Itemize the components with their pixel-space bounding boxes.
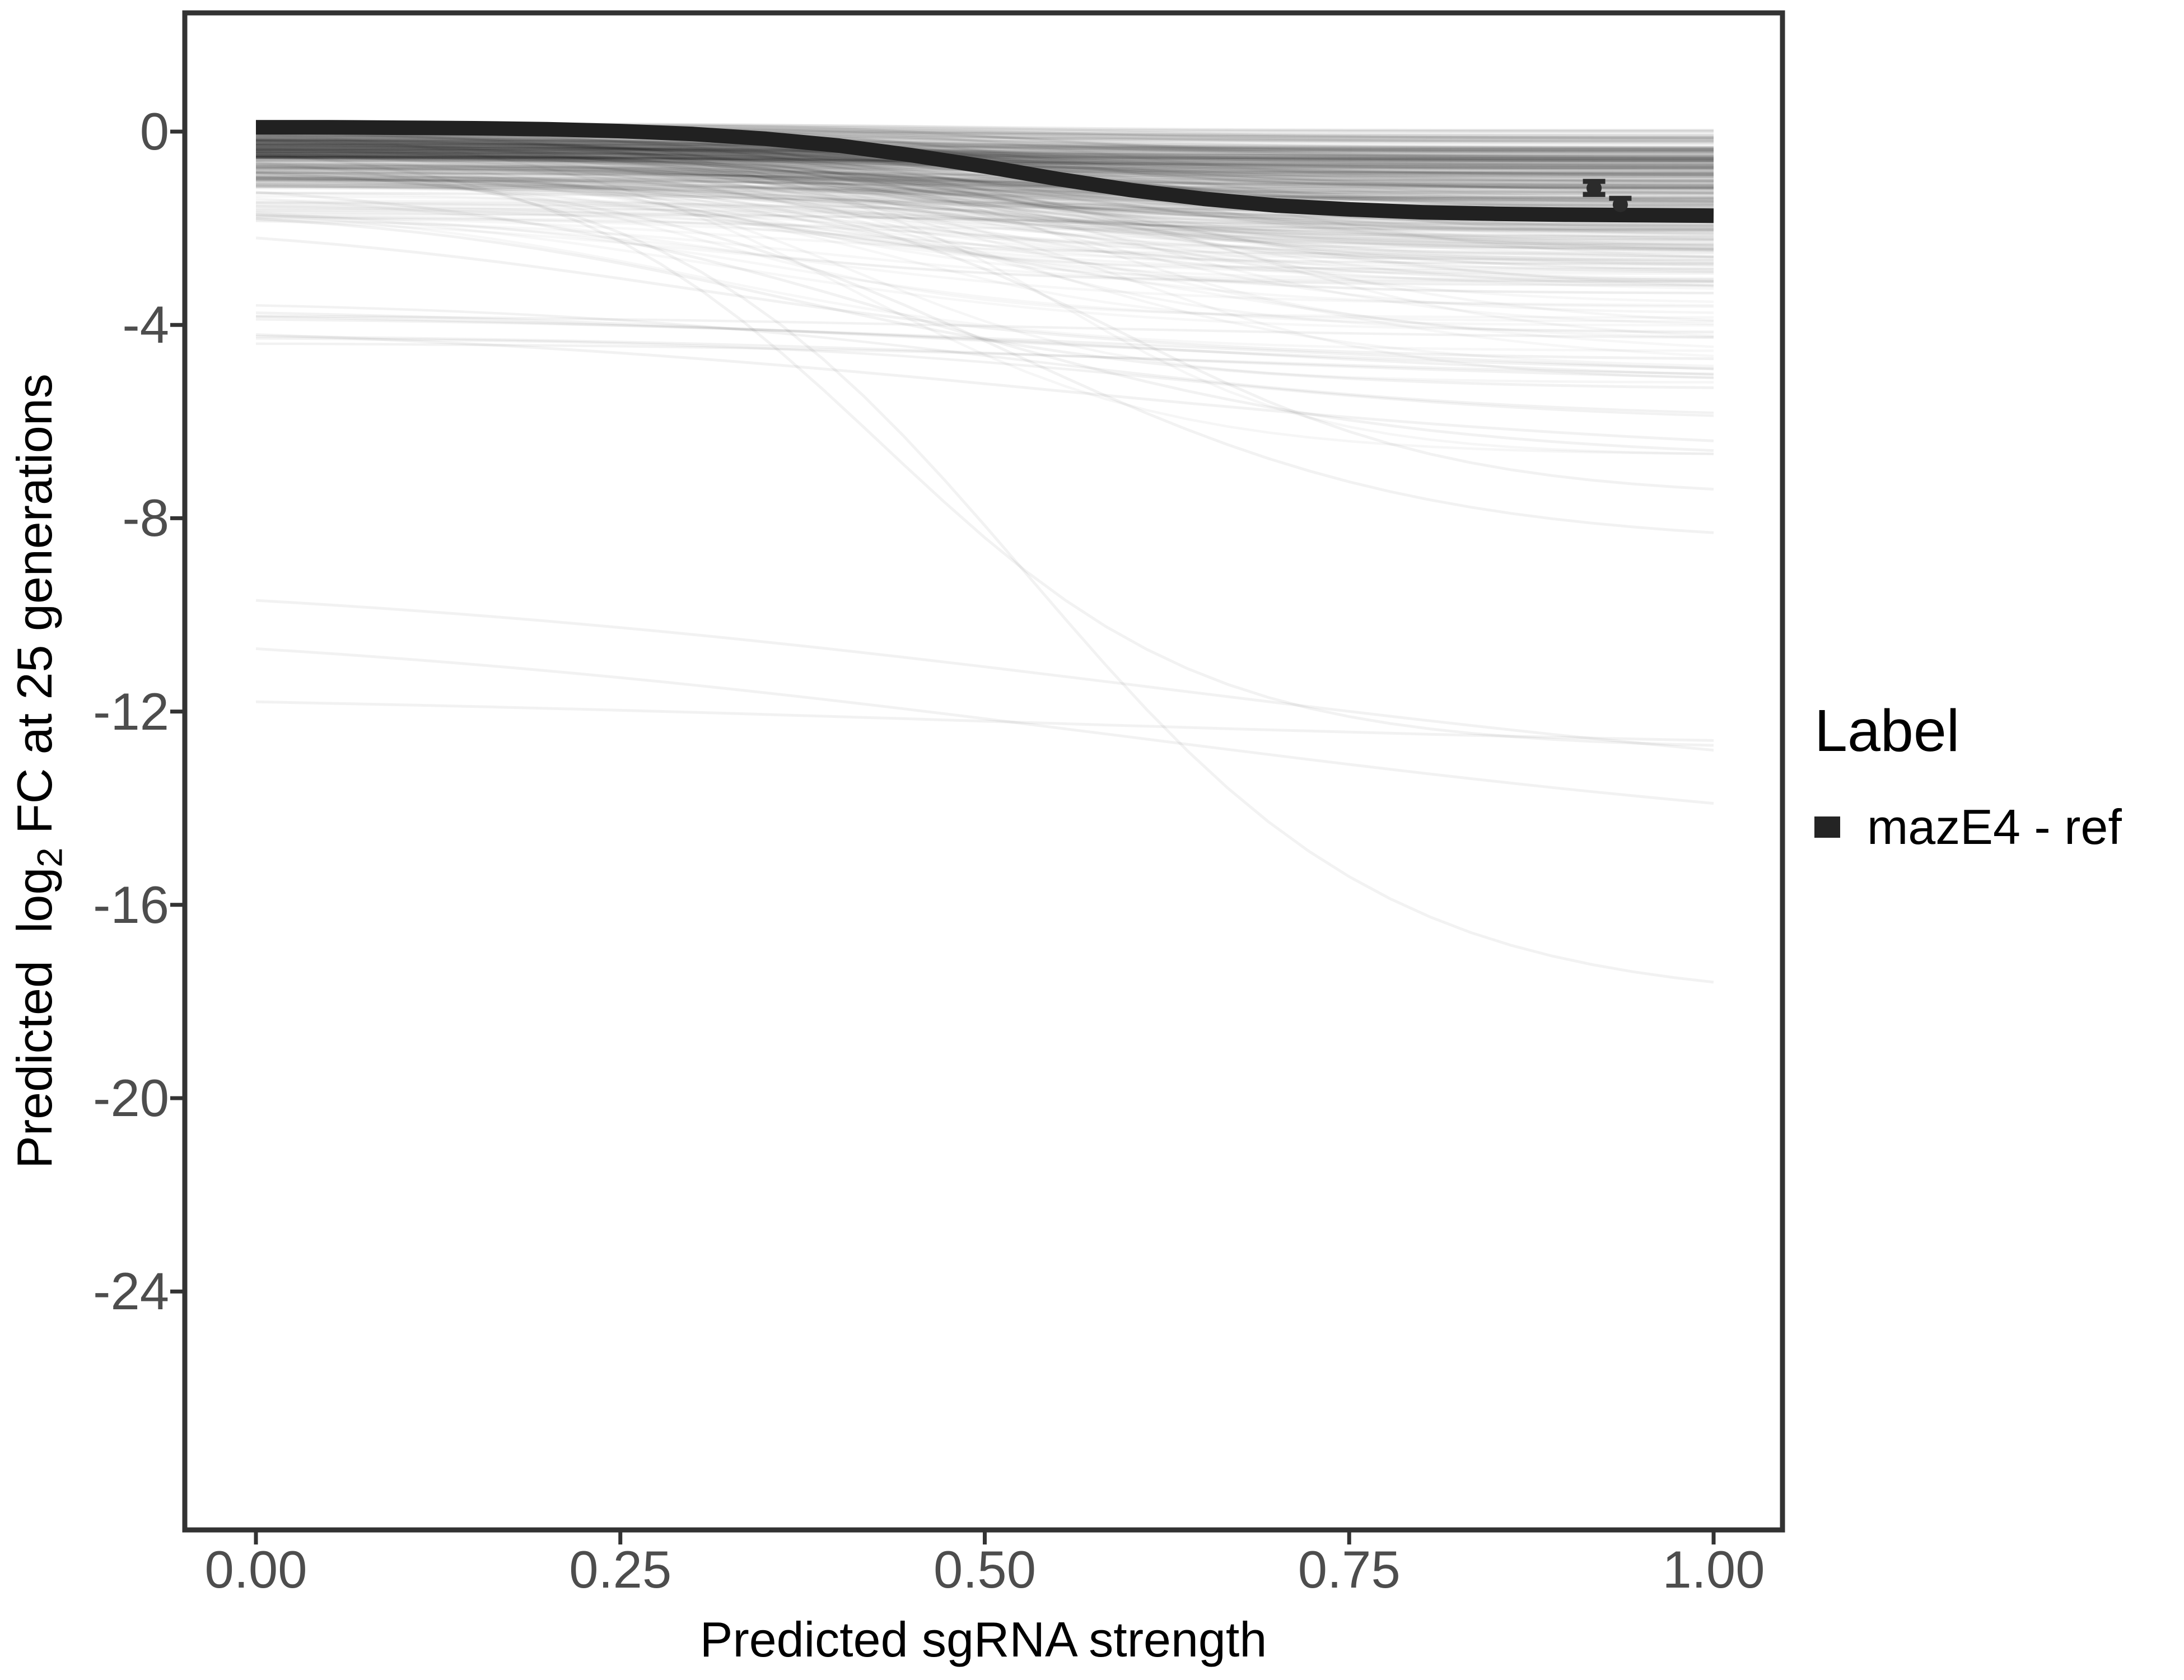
y-tick-label: -4: [122, 295, 169, 354]
legend-title: Label: [1814, 698, 1960, 764]
ensemble-curve: [255, 337, 1714, 417]
y-tick-label: -16: [93, 875, 169, 934]
outlier-curve: [255, 236, 1714, 361]
legend-key-line: [1814, 816, 1840, 838]
outlier-curve: [255, 599, 1714, 752]
outlier-curves: [255, 152, 1714, 984]
x-tick-label: 1.00: [1662, 1540, 1765, 1599]
legend-entry: mazE4 - ref: [1814, 802, 2122, 852]
pointrange-dot: [1586, 180, 1602, 196]
axis-ticks: [170, 129, 1716, 1544]
outlier-curve: [255, 152, 1714, 747]
outlier-curve: [255, 311, 1714, 370]
y-tick-label: -8: [122, 488, 169, 548]
ensemble-curve: [255, 304, 1714, 414]
x-axis-title: Predicted sgRNA strength: [699, 1612, 1267, 1667]
ensemble-curve: [255, 342, 1714, 375]
outlier-curve: [255, 161, 1714, 984]
y-tick-label: 0: [139, 102, 169, 161]
legend: Label mazE4 - ref: [1814, 698, 2122, 852]
outlier-curve: [255, 171, 1714, 534]
outlier-curve: [255, 217, 1714, 389]
y-tick-label: -12: [93, 682, 169, 741]
reference-line: [256, 120, 1714, 223]
x-tick-label: 0.75: [1298, 1540, 1401, 1599]
ensemble-curve: [255, 315, 1714, 339]
ensemble-curve: [255, 315, 1714, 371]
y-tick-label: -20: [93, 1068, 169, 1127]
legend-entry-label: mazE4 - ref: [1867, 799, 2122, 855]
x-tick-label: 0.00: [204, 1540, 307, 1599]
pointrange-dot: [1612, 197, 1628, 212]
y-axis-title-post: FC at 25 generations: [7, 374, 62, 848]
x-tick-label: 0.50: [934, 1540, 1036, 1599]
ensemble-curve: [255, 318, 1714, 376]
outlier-curve: [255, 333, 1714, 442]
panel-border: [182, 10, 1785, 1533]
outlier-curve: [255, 176, 1714, 491]
ensemble-curves: [255, 304, 1714, 417]
outlier-curve: [255, 700, 1714, 742]
x-tick-label: 0.25: [569, 1540, 672, 1599]
ensemble-curve: [255, 335, 1714, 379]
y-axis-title-sub: 2: [30, 847, 70, 867]
y-tick-label: -24: [93, 1262, 169, 1321]
outlier-curve: [255, 190, 1714, 452]
outlier-curve: [255, 647, 1714, 805]
